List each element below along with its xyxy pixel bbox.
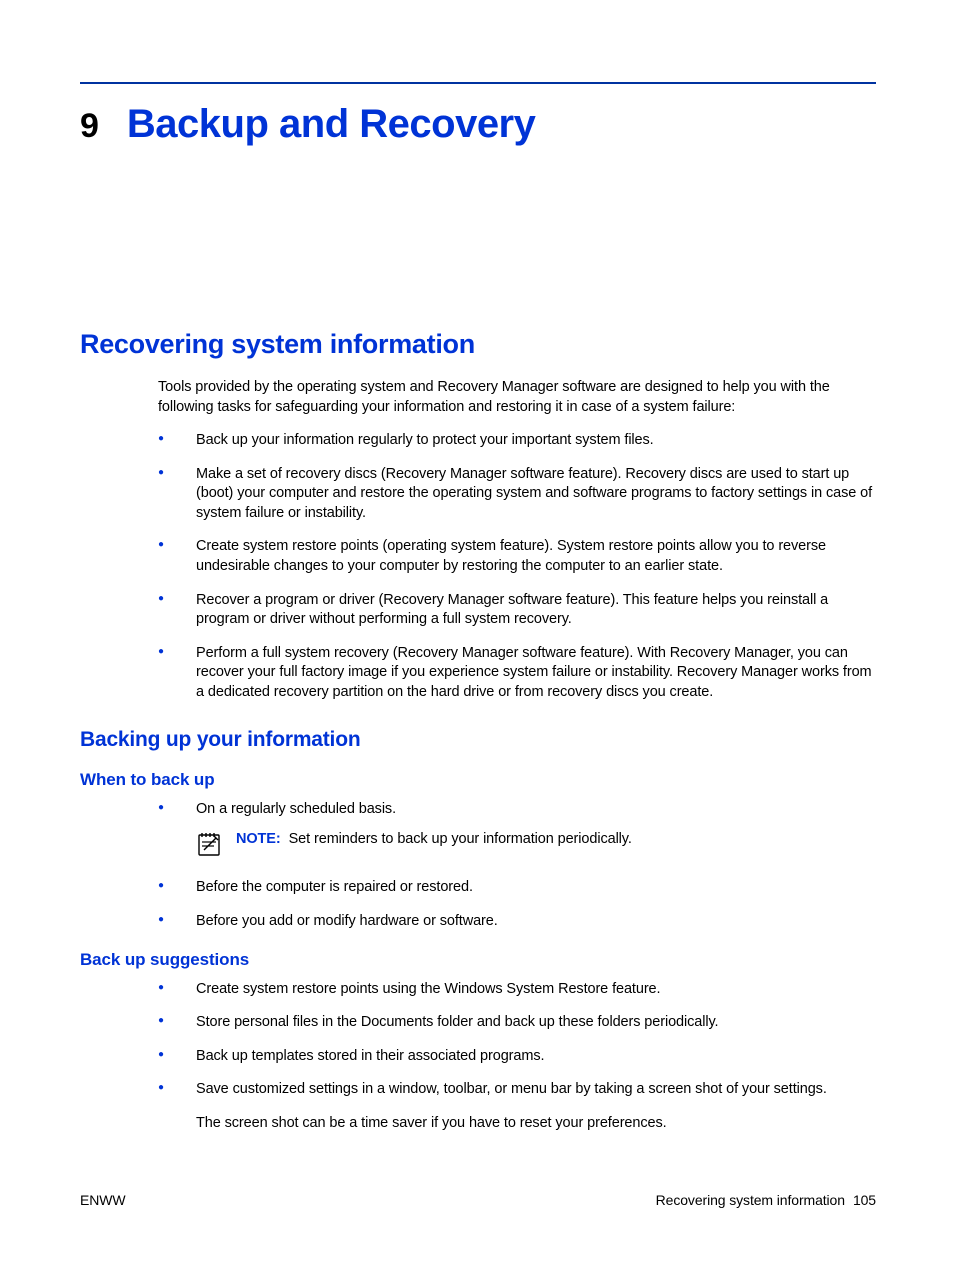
footer-left: ENWW: [80, 1192, 125, 1208]
list-item-text: Save customized settings in a window, to…: [196, 1081, 827, 1097]
main-bullet-list: Back up your information regularly to pr…: [158, 431, 876, 702]
note-content: NOTE: Set reminders to back up your infor…: [236, 830, 632, 850]
list-item: Store personal files in the Documents fo…: [158, 1013, 876, 1033]
continuation-paragraph: The screen shot can be a time saver if y…: [196, 1114, 876, 1134]
subsection-heading: Backing up your information: [80, 728, 876, 752]
intro-paragraph: Tools provided by the operating system a…: [158, 378, 876, 417]
list-item: Perform a full system recovery (Recovery…: [158, 644, 876, 703]
footer-section-name: Recovering system information: [656, 1192, 845, 1208]
list-item: On a regularly scheduled basis. NOTE: Set…: [158, 800, 876, 864]
list-item: Recover a program or driver (Recovery Ma…: [158, 591, 876, 630]
list-item: Create system restore points using the W…: [158, 980, 876, 1000]
list-item: Make a set of recovery discs (Recovery M…: [158, 465, 876, 524]
footer-right: Recovering system information 105: [656, 1192, 876, 1208]
chapter-number: 9: [80, 107, 99, 146]
sub-subsection-heading: Back up suggestions: [80, 950, 876, 970]
list-item: Create system restore points (operating …: [158, 537, 876, 576]
when-backup-list: On a regularly scheduled basis. NOTE: Set…: [158, 800, 876, 931]
note-icon: [196, 830, 224, 865]
list-item: Back up templates stored in their associ…: [158, 1047, 876, 1067]
note-label: NOTE:: [236, 831, 281, 847]
section-heading: Recovering system information: [80, 329, 876, 360]
page-footer: ENWW Recovering system information 105: [80, 1192, 876, 1208]
chapter-title: Backup and Recovery: [127, 102, 535, 147]
list-item-text: On a regularly scheduled basis.: [196, 801, 396, 817]
top-rule: [80, 82, 876, 84]
list-item: Before you add or modify hardware or sof…: [158, 912, 876, 932]
list-item: Before the computer is repaired or resto…: [158, 878, 876, 898]
chapter-header: 9 Backup and Recovery: [80, 102, 876, 147]
note-block: NOTE: Set reminders to back up your infor…: [196, 830, 876, 865]
sub-subsection-heading: When to back up: [80, 770, 876, 790]
page-content: 9 Backup and Recovery Recovering system …: [0, 0, 954, 1133]
note-body: Set reminders to back up your informatio…: [289, 831, 632, 847]
page-number: 105: [853, 1192, 876, 1208]
list-item: Save customized settings in a window, to…: [158, 1080, 876, 1133]
suggestions-list: Create system restore points using the W…: [158, 980, 876, 1134]
list-item: Back up your information regularly to pr…: [158, 431, 876, 451]
